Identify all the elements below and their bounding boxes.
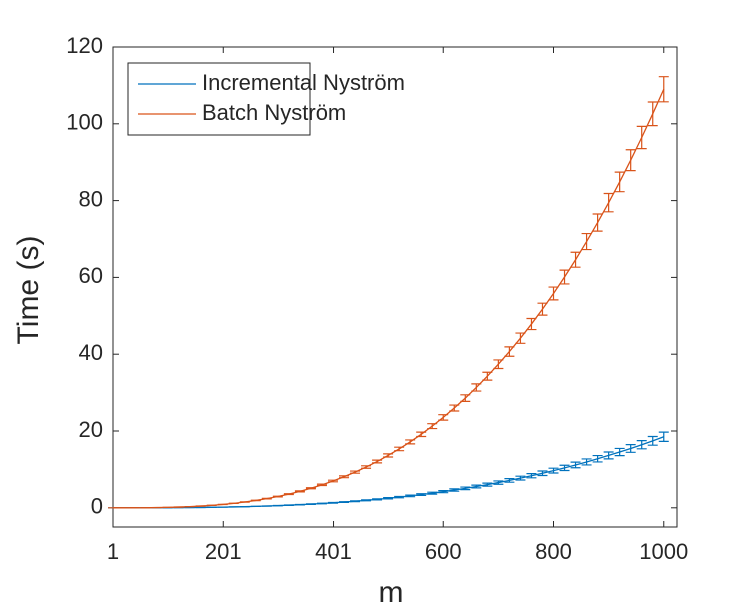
error-bar (581, 232, 592, 251)
error-bar (471, 383, 482, 392)
error-bar (361, 465, 372, 469)
x-axis-label: m (379, 576, 404, 609)
error-bar (350, 470, 361, 474)
x-tick-label: 401 (315, 539, 352, 564)
error-bar (658, 76, 669, 103)
error-bar (526, 473, 537, 479)
error-bar (581, 458, 592, 466)
error-bar (394, 495, 405, 499)
y-tick-label: 60 (79, 263, 103, 288)
legend-label: Incremental Nyström (202, 70, 405, 95)
error-bar (570, 461, 581, 469)
error-bar (504, 346, 515, 357)
error-bar (460, 486, 471, 491)
error-bar (504, 478, 515, 483)
error-bar (427, 423, 438, 430)
error-bar (361, 499, 372, 502)
error-bar (526, 317, 537, 331)
error-bar (603, 192, 614, 213)
legend: Incremental Nyström Batch Nyström (127, 62, 405, 136)
error-bar (394, 446, 405, 452)
y-tick-label: 20 (79, 417, 103, 442)
error-bar (327, 479, 338, 483)
error-bar (416, 431, 427, 438)
x-tick-label: 201 (205, 539, 242, 564)
y-tick-label: 40 (79, 340, 103, 365)
error-bar (537, 470, 548, 477)
error-bar (548, 467, 559, 474)
error-bar (261, 497, 272, 500)
error-bar (471, 484, 482, 489)
error-bar (559, 269, 570, 285)
y-tick-label: 120 (66, 33, 103, 58)
error-bar (372, 459, 383, 464)
error-bar (548, 286, 559, 301)
error-bar (614, 447, 625, 457)
error-bar (658, 431, 669, 442)
x-tick-label: 1 (107, 539, 119, 564)
y-axis-label: Time (s) (12, 236, 45, 345)
error-bar (614, 171, 625, 193)
error-bar (537, 302, 548, 316)
error-bar (327, 501, 338, 504)
error-bar (372, 498, 383, 501)
error-bar (592, 454, 603, 463)
error-bar (438, 490, 449, 494)
error-bar (438, 414, 449, 421)
error-bar (559, 464, 570, 472)
x-tick-label: 800 (535, 539, 572, 564)
error-bar (482, 482, 493, 487)
error-bar (570, 251, 581, 268)
error-bar (383, 497, 394, 500)
error-bar (294, 490, 305, 493)
error-bar (636, 440, 647, 450)
error-bar (449, 488, 460, 492)
error-bar (493, 359, 504, 370)
error-bar (603, 451, 614, 460)
legend-box (127, 62, 311, 136)
error-bar (449, 404, 460, 412)
error-bar (316, 483, 327, 487)
error-bar (493, 480, 504, 485)
error-bar (405, 494, 416, 498)
error-bar (515, 475, 526, 481)
error-bar (416, 493, 427, 497)
x-tick-label: 1000 (639, 539, 688, 564)
y-tick-label: 100 (66, 110, 103, 135)
error-bar (647, 101, 658, 127)
y-tick-label: 0 (91, 494, 103, 519)
error-bar (460, 394, 471, 402)
y-tick-label: 80 (79, 186, 103, 211)
error-bar (592, 213, 603, 232)
error-bar (405, 439, 416, 445)
error-bar (383, 453, 394, 458)
error-bar (625, 149, 636, 172)
error-bar (482, 371, 493, 381)
error-bar (636, 125, 647, 150)
error-bar (339, 501, 350, 504)
error-bar (427, 491, 438, 495)
error-bar (272, 495, 283, 498)
error-bar (283, 493, 294, 496)
error-bar (305, 487, 316, 490)
legend-label: Batch Nyström (202, 100, 346, 125)
error-bar (515, 332, 526, 344)
error-bar (625, 444, 636, 453)
error-bar (647, 435, 658, 446)
error-bar (339, 475, 350, 479)
x-tick-label: 600 (425, 539, 462, 564)
error-bar (350, 500, 361, 503)
error-bar (316, 502, 327, 505)
